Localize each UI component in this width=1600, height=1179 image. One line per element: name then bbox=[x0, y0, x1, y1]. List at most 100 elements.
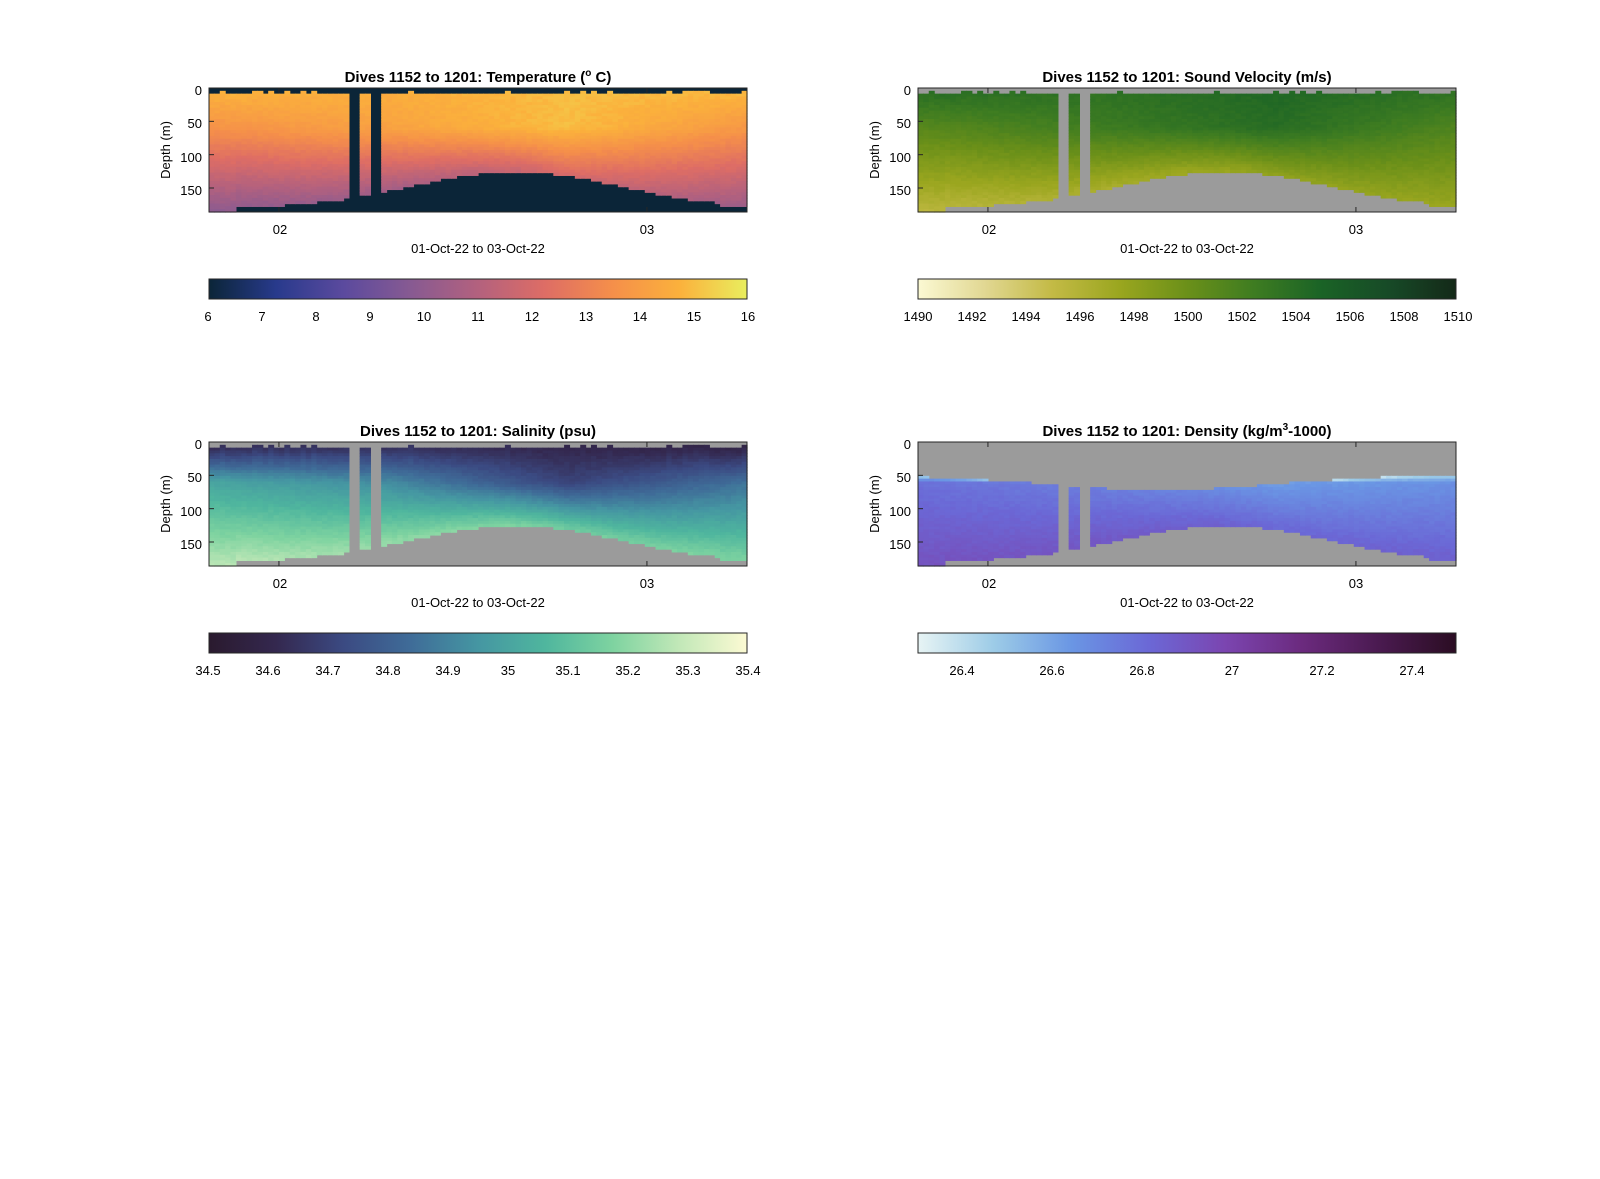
temperature-x-tick-label: 02 bbox=[273, 222, 287, 237]
temperature-cell bbox=[413, 166, 420, 171]
temperature-cell bbox=[580, 127, 587, 131]
temperature-cell bbox=[321, 138, 328, 143]
temperature-cell bbox=[338, 192, 345, 196]
sound-velocity-cell bbox=[1074, 192, 1080, 196]
temperature-cell bbox=[499, 127, 506, 131]
temperature-cell bbox=[209, 141, 215, 145]
temperature-cell bbox=[235, 186, 242, 191]
temperature-cell bbox=[268, 181, 275, 185]
temperature-cell bbox=[230, 158, 237, 162]
temperature-cell bbox=[451, 130, 458, 134]
temperature-cell bbox=[580, 99, 587, 103]
temperature-cell bbox=[273, 147, 280, 151]
temperature-cell bbox=[241, 133, 248, 137]
temperature-cell bbox=[397, 141, 404, 145]
temperature-cell bbox=[547, 104, 554, 109]
temperature-cell bbox=[278, 135, 285, 140]
temperature-cell bbox=[209, 161, 215, 165]
temperature-cell bbox=[284, 135, 291, 140]
temperature-cell bbox=[558, 158, 565, 162]
sound-velocity-cell bbox=[977, 203, 984, 207]
temperature-cell bbox=[483, 144, 490, 148]
temperature-cell bbox=[483, 116, 490, 120]
temperature-cell bbox=[214, 133, 221, 137]
temperature-cell bbox=[488, 166, 495, 171]
temperature-cell bbox=[257, 192, 264, 196]
temperature-cell bbox=[284, 102, 291, 106]
temperature-cell bbox=[268, 164, 275, 168]
temperature-cell bbox=[418, 113, 425, 117]
temperature-cell bbox=[386, 104, 393, 109]
temperature-cell bbox=[472, 107, 479, 112]
temperature-cell bbox=[252, 135, 259, 140]
temperature-cell bbox=[295, 197, 302, 202]
temperature-cell bbox=[472, 158, 479, 162]
temperature-cell bbox=[219, 133, 226, 137]
temperature-cell bbox=[478, 144, 484, 148]
temperature-cell bbox=[429, 138, 436, 143]
temperature-cell bbox=[483, 147, 490, 151]
sound-velocity-cell bbox=[1149, 175, 1156, 179]
temperature-cell bbox=[402, 96, 409, 100]
temperature-cell bbox=[434, 147, 441, 151]
temperature-cell bbox=[225, 209, 232, 213]
temperature-cell bbox=[451, 172, 458, 176]
temperature-cell bbox=[235, 121, 242, 126]
temperature-colorbar-tick-label: 6 bbox=[204, 309, 211, 324]
sound-velocity-cell bbox=[955, 203, 962, 207]
temperature-cell bbox=[252, 164, 259, 168]
temperature-cell bbox=[418, 155, 425, 160]
temperature-cell bbox=[225, 130, 232, 134]
temperature-cell bbox=[386, 107, 393, 112]
temperature-cell bbox=[467, 161, 474, 165]
temperature-cell bbox=[262, 96, 269, 100]
temperature-cell bbox=[209, 195, 215, 199]
temperature-cell bbox=[445, 141, 452, 145]
temperature-cell bbox=[295, 161, 302, 165]
temperature-cell bbox=[590, 90, 597, 95]
temperature-cell bbox=[284, 152, 291, 157]
temperature-cell bbox=[418, 104, 425, 109]
temperature-cell bbox=[219, 164, 226, 168]
temperature-cell bbox=[230, 133, 237, 137]
temperature-cell bbox=[590, 119, 597, 123]
temperature-cell bbox=[235, 99, 242, 103]
temperature-cell bbox=[553, 141, 560, 145]
temperature-cell bbox=[429, 155, 436, 160]
temperature-cell bbox=[241, 124, 248, 129]
temperature-cell bbox=[397, 127, 404, 131]
temperature-cell bbox=[408, 152, 415, 157]
temperature-cell bbox=[574, 138, 581, 143]
temperature-cell bbox=[434, 178, 441, 182]
temperature-cell bbox=[225, 155, 232, 160]
temperature-cell bbox=[391, 183, 398, 188]
temperature-cell bbox=[311, 181, 318, 185]
temperature-cell bbox=[230, 200, 237, 205]
temperature-cell bbox=[558, 147, 565, 151]
temperature-cell bbox=[219, 166, 226, 171]
temperature-cell bbox=[569, 119, 576, 123]
temperature-cell bbox=[542, 119, 549, 123]
temperature-cell bbox=[214, 127, 221, 131]
temperature-cell bbox=[612, 181, 619, 185]
temperature-cell bbox=[590, 127, 597, 131]
temperature-cell bbox=[580, 113, 587, 117]
temperature-cell bbox=[526, 130, 533, 134]
temperature-cells bbox=[209, 90, 748, 213]
temperature-cell bbox=[564, 166, 571, 171]
temperature-y-tick-label: 100 bbox=[180, 150, 202, 165]
temperature-cell bbox=[305, 96, 312, 100]
temperature-cell bbox=[278, 178, 285, 182]
temperature-cell bbox=[547, 147, 554, 151]
temperature-cell bbox=[343, 99, 350, 103]
temperature-cell bbox=[359, 192, 366, 196]
temperature-cell bbox=[209, 209, 215, 213]
temperature-cell bbox=[386, 147, 393, 151]
temperature-cell bbox=[424, 133, 431, 137]
temperature-cell bbox=[365, 110, 371, 114]
temperature-cell bbox=[413, 155, 420, 160]
temperature-cell bbox=[483, 166, 490, 171]
temperature-cell bbox=[332, 164, 339, 168]
temperature-cell bbox=[295, 141, 302, 145]
temperature-cell bbox=[531, 158, 538, 162]
